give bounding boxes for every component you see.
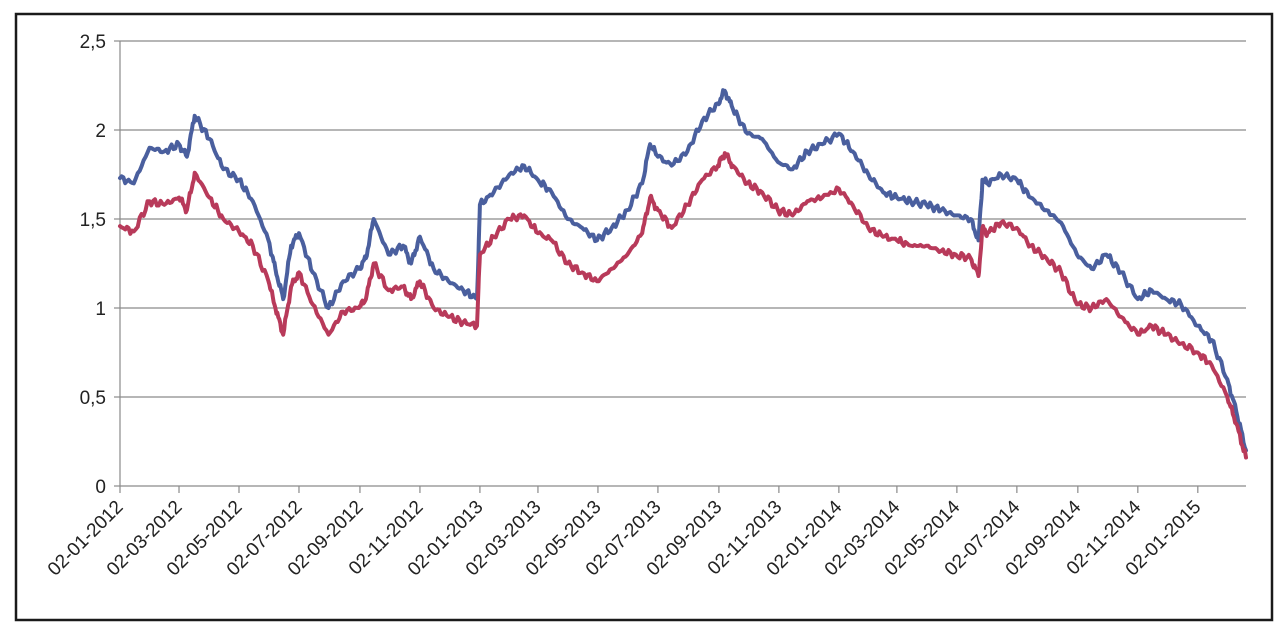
gridlines <box>120 40 1246 398</box>
axes <box>114 40 1246 493</box>
y-tick-label: 0 <box>95 477 106 498</box>
series-line-2 <box>118 151 1248 460</box>
y-tick-label: 2 <box>95 121 106 142</box>
y-tick-labels: 0 0,5 1 1,5 2 2,5 <box>80 32 106 498</box>
y-tick-label: 1,5 <box>80 210 106 231</box>
series-line-1 <box>118 88 1248 453</box>
y-tick-label: 1 <box>95 299 106 320</box>
series-lines <box>118 88 1248 460</box>
chart-border <box>14 12 1274 622</box>
y-tick-label: 0,5 <box>80 388 106 409</box>
y-tick-label: 2,5 <box>80 32 106 53</box>
